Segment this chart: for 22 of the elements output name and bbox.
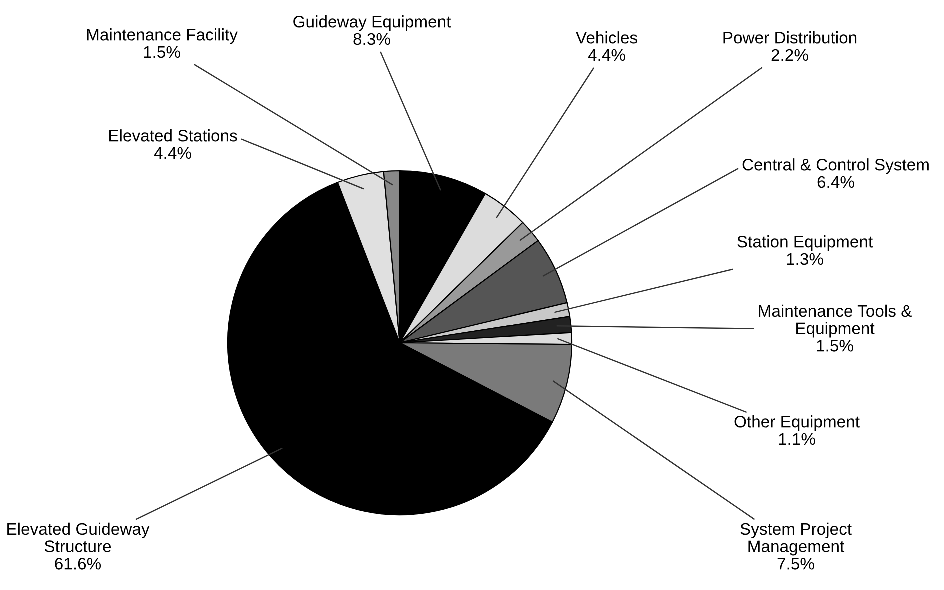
- data-label: 4.4%: [154, 147, 192, 160]
- slice-label: Maintenance Facility: [87, 28, 238, 44]
- slice-label: Other Equipment: [734, 416, 860, 432]
- slice-label: Elevated Guideway Structure: [8, 522, 150, 552]
- data-label: 1.1%: [779, 433, 816, 446]
- slice-label: Power Distribution: [724, 32, 857, 44]
- slice-label: Maintenance Tools & Equipment: [759, 304, 912, 338]
- slice-label: Station Equipment: [738, 236, 873, 252]
- data-label: 6.4%: [818, 176, 854, 188]
- data-label: 7.5%: [778, 558, 814, 570]
- slice-label: Central & Control System: [742, 158, 929, 174]
- data-label: 1.3%: [787, 253, 824, 266]
- data-label: 2.2%: [772, 49, 808, 62]
- data-label: 61.6%: [55, 558, 102, 570]
- slice-label: System Project Management: [740, 522, 852, 556]
- slice-label: Guideway Equipment: [294, 16, 452, 32]
- data-label: 1.5%: [817, 340, 854, 352]
- data-label: 1.5%: [144, 46, 180, 58]
- slice-label: Elevated Stations: [110, 130, 238, 142]
- data-label: 8.3%: [354, 33, 390, 46]
- data-label: 4.4%: [588, 49, 626, 62]
- slice-label: Vehicles: [576, 32, 638, 44]
